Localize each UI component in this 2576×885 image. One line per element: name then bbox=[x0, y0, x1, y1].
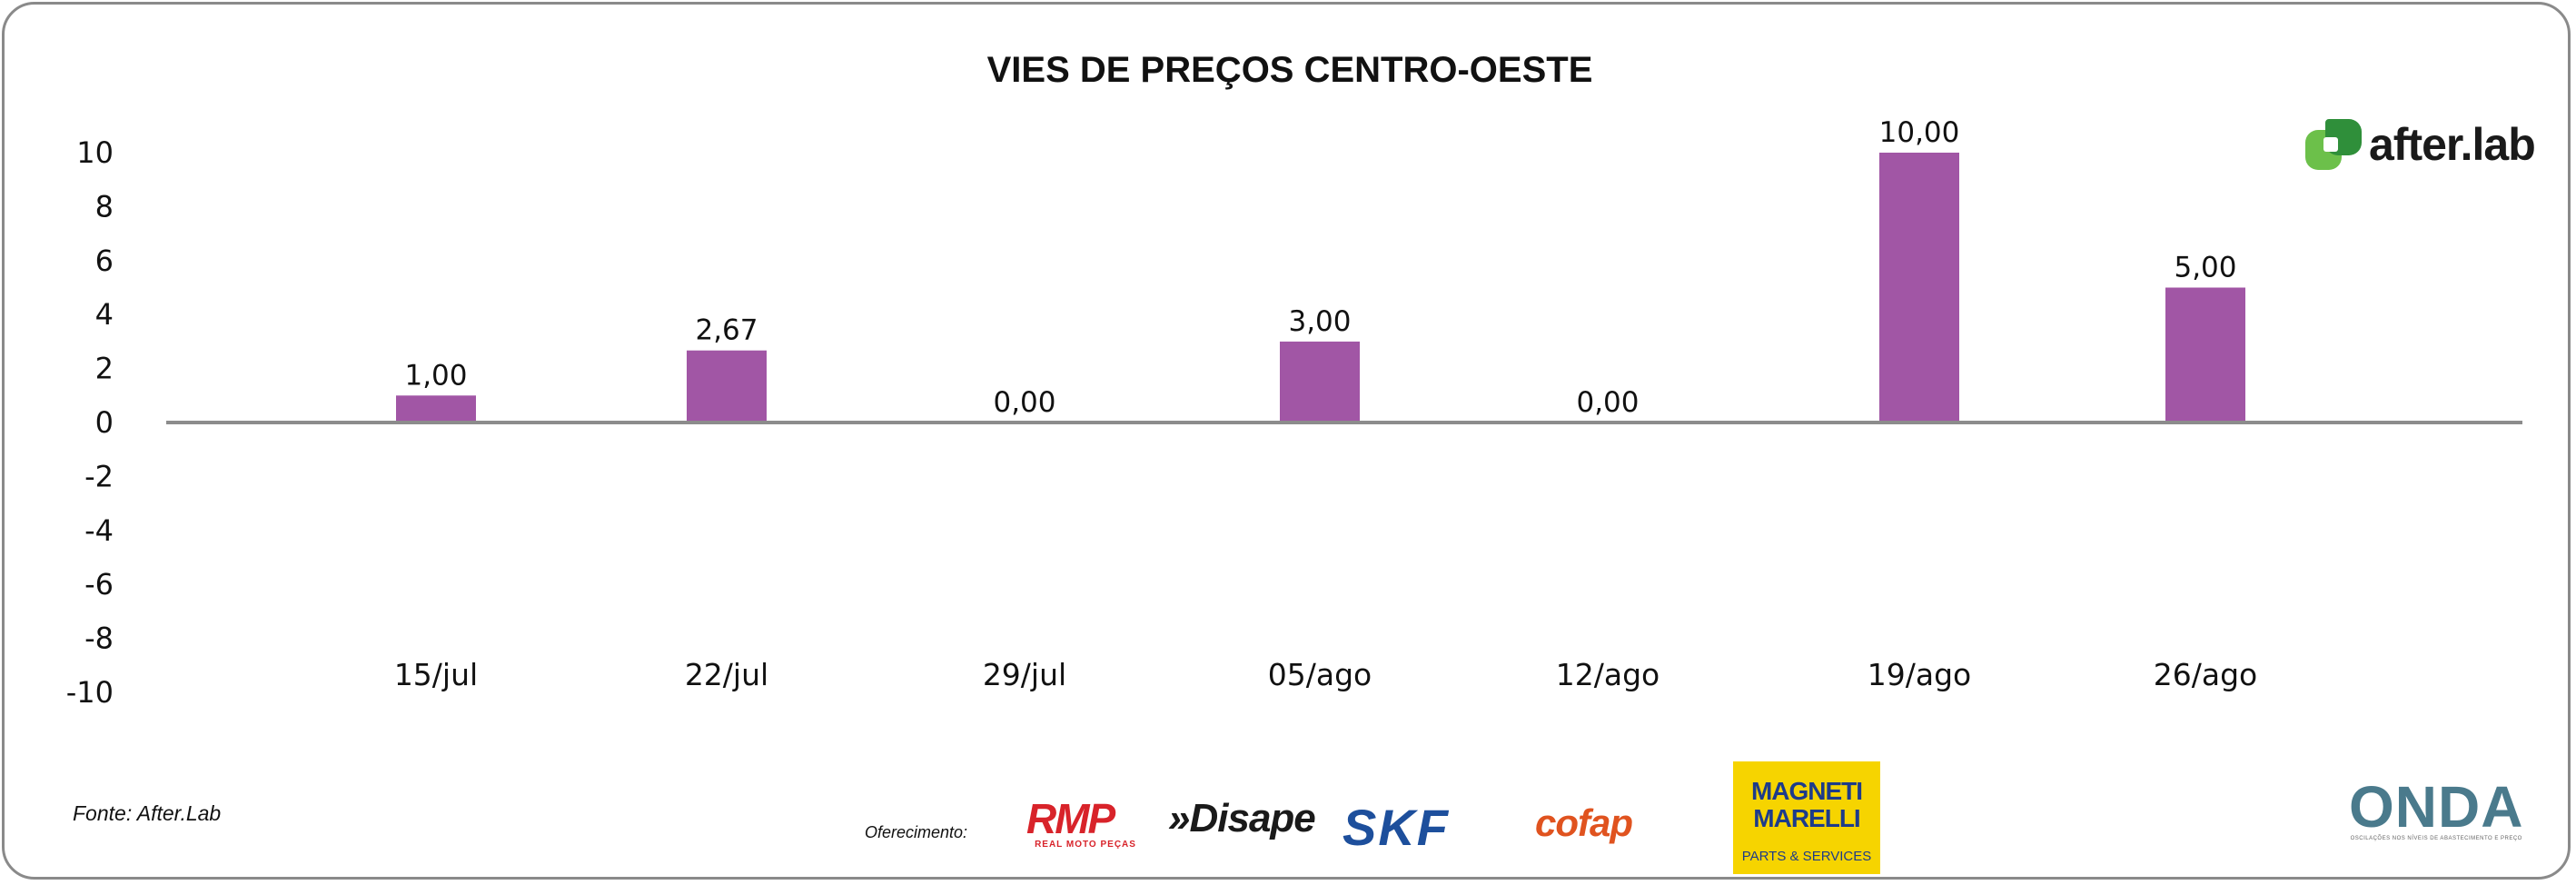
cofap-logo: cofap bbox=[1535, 801, 1633, 844]
bar bbox=[1879, 153, 1959, 423]
bars bbox=[396, 153, 2245, 423]
y-tick-label: 4 bbox=[95, 297, 114, 332]
x-tick-label: 15/jul bbox=[394, 657, 478, 692]
x-tick-label: 26/ago bbox=[2154, 657, 2257, 692]
x-tick-label: 22/jul bbox=[685, 657, 768, 692]
onda-logo-subtext: OSCILAÇÕES NOS NÍVEIS DE ABASTECIMENTO E… bbox=[2350, 836, 2522, 841]
x-tick-label: 12/ago bbox=[1556, 657, 1660, 692]
rmp-logo: RMP REAL MOTO PEÇAS bbox=[1026, 795, 1144, 850]
data-label: 5,00 bbox=[2174, 252, 2236, 284]
marelli-line-1: MAGNETI bbox=[1750, 777, 1863, 805]
data-labels: 1,00 2,67 0,00 3,00 0,00 10,00 5,00 bbox=[404, 116, 2236, 419]
marelli-line-2: MARELLI bbox=[1753, 804, 1860, 832]
y-axis-ticks: 10 8 6 4 2 0 -2 -4 -6 -8 -10 bbox=[66, 135, 114, 710]
y-tick-label: 2 bbox=[95, 352, 114, 386]
onda-logo: ONDA OSCILAÇÕES NOS NÍVEIS DE ABASTECIME… bbox=[2349, 778, 2523, 841]
marelli-line-3: PARTS & SERVICES bbox=[1741, 849, 1872, 864]
data-label: 3,00 bbox=[1288, 305, 1351, 338]
skf-logo: SKF bbox=[1342, 799, 1450, 856]
data-label: 2,67 bbox=[695, 314, 758, 347]
x-tick-label: 05/ago bbox=[1268, 657, 1372, 692]
data-label: 0,00 bbox=[1576, 386, 1639, 419]
data-label: 10,00 bbox=[1879, 116, 1960, 149]
chart-title: VIES DE PREÇOS CENTRO-OESTE bbox=[987, 50, 1593, 90]
y-tick-label: 6 bbox=[95, 244, 114, 278]
rmp-logo-subtext: REAL MOTO PEÇAS bbox=[1035, 840, 1136, 850]
bar bbox=[396, 395, 476, 423]
rmp-logo-text: RMP bbox=[1026, 795, 1115, 842]
afterlab-logo: after.lab bbox=[2305, 114, 2536, 174]
data-label: 1,00 bbox=[404, 359, 467, 392]
y-tick-label: -8 bbox=[84, 621, 114, 656]
onda-logo-text: ONDA bbox=[2349, 774, 2524, 840]
x-tick-label: 29/jul bbox=[983, 657, 1066, 692]
bar bbox=[1280, 341, 1360, 423]
x-tick-label: 19/ago bbox=[1868, 657, 1971, 692]
afterlab-logo-text: after.lab bbox=[2369, 119, 2536, 170]
y-tick-label: 0 bbox=[95, 405, 114, 440]
y-tick-label: -6 bbox=[84, 567, 114, 602]
y-tick-label: -10 bbox=[66, 675, 114, 710]
magneti-marelli-logo: MAGNETI MARELLI PARTS & SERVICES bbox=[1733, 761, 1880, 874]
y-tick-label: -4 bbox=[84, 513, 114, 548]
bar bbox=[687, 350, 767, 423]
source-note: Fonte: After.Lab bbox=[73, 801, 222, 825]
bar bbox=[2165, 287, 2245, 423]
data-label: 0,00 bbox=[993, 386, 1055, 419]
afterlab-mark-icon bbox=[2305, 119, 2362, 170]
x-axis-ticks: 15/jul 22/jul 29/jul 05/ago 12/ago 19/ago 26/a… bbox=[394, 657, 2257, 692]
y-tick-label: 8 bbox=[95, 189, 114, 224]
y-tick-label: 10 bbox=[76, 135, 114, 170]
sponsor-label: Oferecimento: bbox=[865, 823, 968, 841]
y-tick-label: -2 bbox=[84, 459, 114, 493]
disape-logo: »Disape bbox=[1168, 796, 1316, 840]
